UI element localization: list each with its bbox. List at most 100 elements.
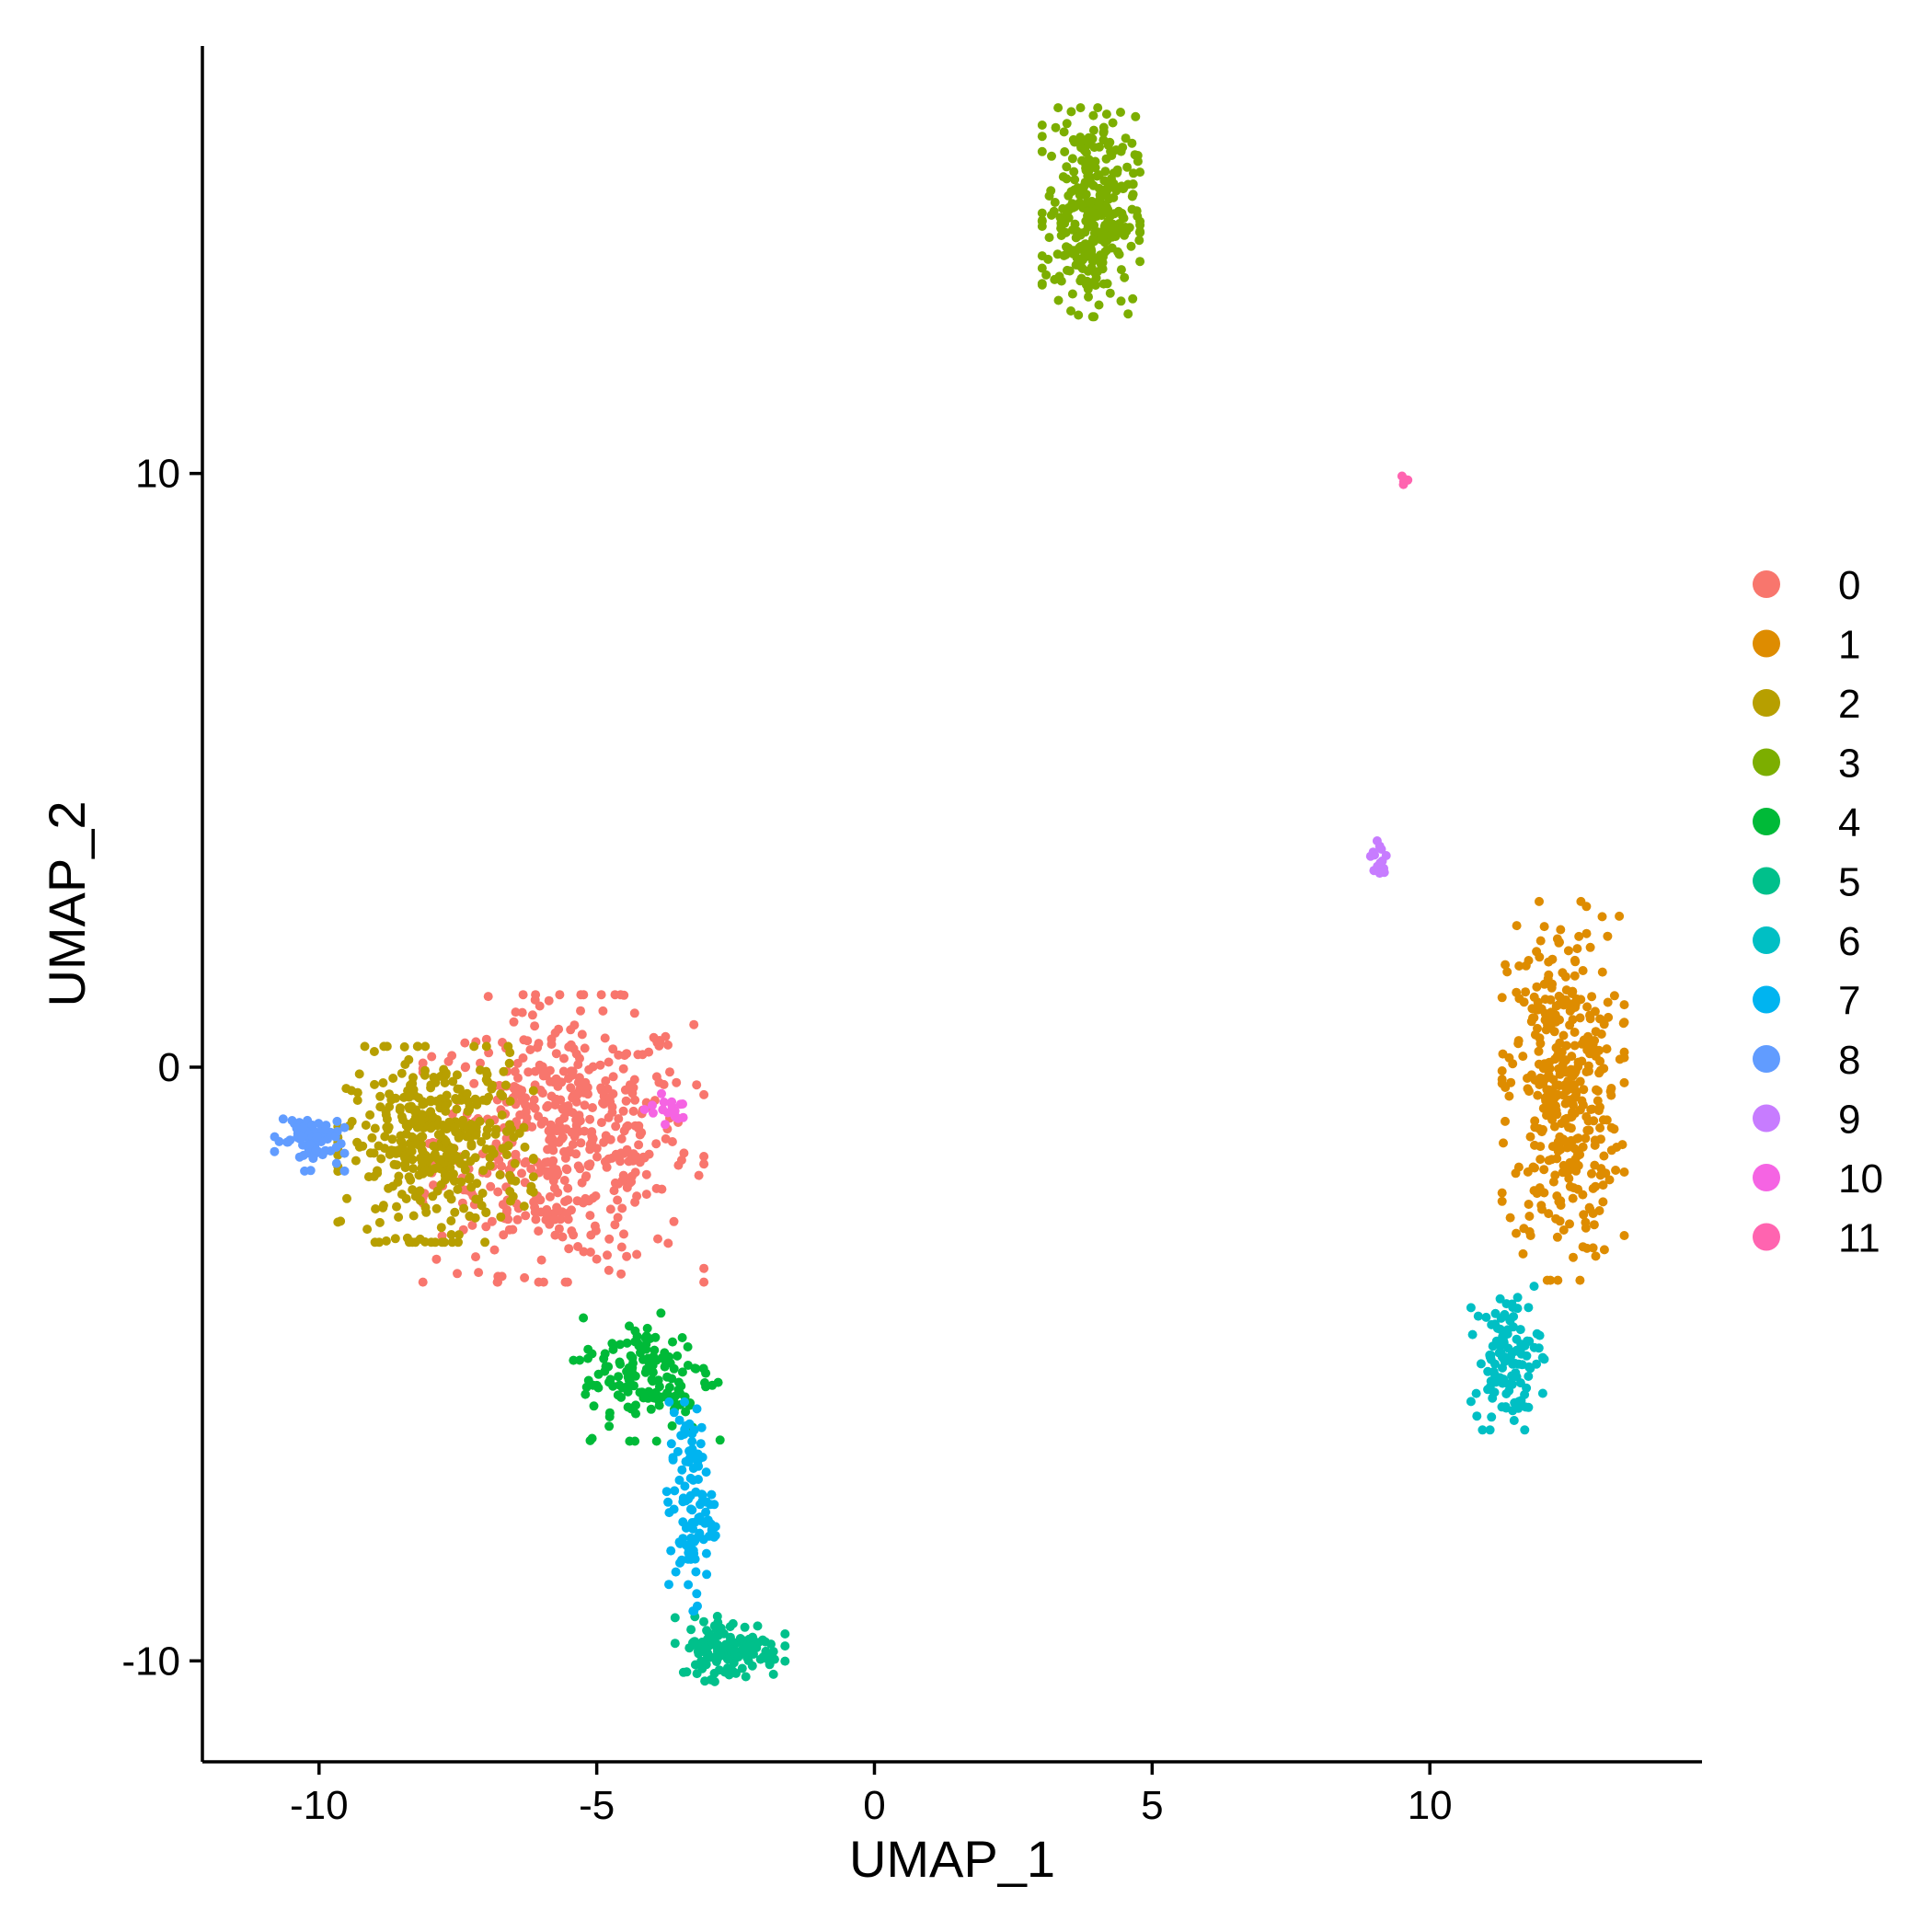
data-point: [499, 1230, 509, 1240]
data-point: [1089, 236, 1099, 247]
data-point: [320, 1125, 330, 1135]
data-point: [408, 1164, 419, 1174]
data-point: [598, 1006, 608, 1016]
data-point: [404, 1172, 414, 1182]
data-point: [1527, 1004, 1537, 1014]
data-point: [628, 1106, 638, 1116]
data-point: [661, 1487, 672, 1497]
data-point: [1509, 1312, 1519, 1321]
data-point: [572, 1090, 582, 1099]
data-point: [363, 1172, 374, 1182]
data-point: [765, 1660, 775, 1670]
data-point: [1530, 1163, 1539, 1173]
data-point: [1553, 1275, 1563, 1285]
data-point: [378, 1201, 388, 1211]
data-point: [677, 1367, 687, 1377]
data-point: [558, 1232, 568, 1242]
data-point: [619, 1229, 628, 1239]
data-point: [1565, 1219, 1574, 1229]
data-point: [440, 1078, 450, 1087]
data-point: [496, 1212, 506, 1222]
data-point: [636, 1348, 645, 1358]
data-point: [1514, 961, 1524, 971]
data-point: [689, 1425, 699, 1435]
data-point: [1552, 1232, 1562, 1242]
data-point: [428, 1152, 438, 1162]
data-point: [1529, 992, 1539, 1002]
data-point: [1536, 1004, 1547, 1014]
data-point: [412, 1189, 422, 1199]
data-point: [600, 1156, 610, 1167]
data-point: [604, 1265, 614, 1275]
data-point: [454, 1230, 464, 1240]
data-point: [1539, 1354, 1549, 1364]
data-point: [646, 1404, 656, 1414]
data-point: [1062, 119, 1072, 129]
data-point: [466, 1182, 477, 1192]
data-point: [1609, 1124, 1619, 1134]
data-point: [444, 1171, 454, 1181]
data-point: [625, 1436, 635, 1446]
data-point: [459, 1203, 469, 1213]
data-point: [608, 1072, 618, 1082]
data-point: [460, 1038, 470, 1048]
data-point: [474, 1194, 484, 1204]
data-point: [669, 1408, 679, 1418]
data-point: [450, 1122, 460, 1133]
data-point: [1535, 952, 1545, 962]
data-point: [1598, 1115, 1608, 1125]
data-point: [1067, 289, 1077, 299]
data-point: [1365, 851, 1375, 861]
data-point: [687, 1436, 697, 1446]
data-point: [1517, 1341, 1527, 1351]
data-point: [1098, 127, 1109, 136]
data-point: [1105, 288, 1115, 298]
data-point: [536, 1119, 546, 1129]
data-point: [1595, 1102, 1604, 1112]
data-point: [1529, 1013, 1539, 1023]
data-point: [676, 1156, 686, 1165]
data-point: [608, 1044, 618, 1054]
data-point: [1037, 132, 1047, 142]
data-point: [385, 1089, 395, 1099]
data-point: [577, 1029, 587, 1040]
data-point: [1585, 1204, 1595, 1214]
data-point: [501, 1150, 512, 1160]
data-point: [699, 1159, 709, 1169]
cluster-5-points: [670, 1611, 790, 1686]
data-point: [342, 1193, 351, 1203]
data-point: [452, 1104, 462, 1114]
data-point: [528, 1086, 538, 1096]
data-point: [664, 1580, 673, 1590]
data-point: [701, 1382, 711, 1392]
data-point: [1524, 1212, 1535, 1221]
data-point: [587, 1433, 597, 1443]
data-point: [1512, 921, 1522, 931]
data-point: [1063, 265, 1072, 275]
data-point: [542, 1167, 552, 1177]
data-point: [401, 1121, 411, 1131]
data-point: [517, 1168, 526, 1179]
data-point: [1524, 1226, 1535, 1236]
data-point: [1569, 1252, 1578, 1262]
data-point: [491, 1124, 501, 1134]
data-point: [596, 990, 606, 1000]
data-point: [396, 1136, 406, 1146]
data-point: [678, 1099, 687, 1109]
data-point: [564, 1244, 574, 1254]
data-point: [426, 1097, 436, 1107]
legend-swatch: [1753, 1045, 1780, 1073]
data-point: [1554, 999, 1564, 1009]
data-point: [569, 1043, 579, 1053]
data-point: [1583, 1061, 1593, 1071]
data-point: [505, 1187, 515, 1196]
data-point: [542, 1211, 552, 1220]
data-point: [1535, 1039, 1546, 1049]
data-point: [1539, 979, 1549, 989]
data-point: [1570, 1041, 1580, 1051]
data-point: [1379, 868, 1389, 878]
data-point: [1606, 1090, 1616, 1100]
data-point: [1602, 1044, 1612, 1054]
data-point: [481, 1144, 491, 1154]
data-point: [1503, 1343, 1513, 1353]
